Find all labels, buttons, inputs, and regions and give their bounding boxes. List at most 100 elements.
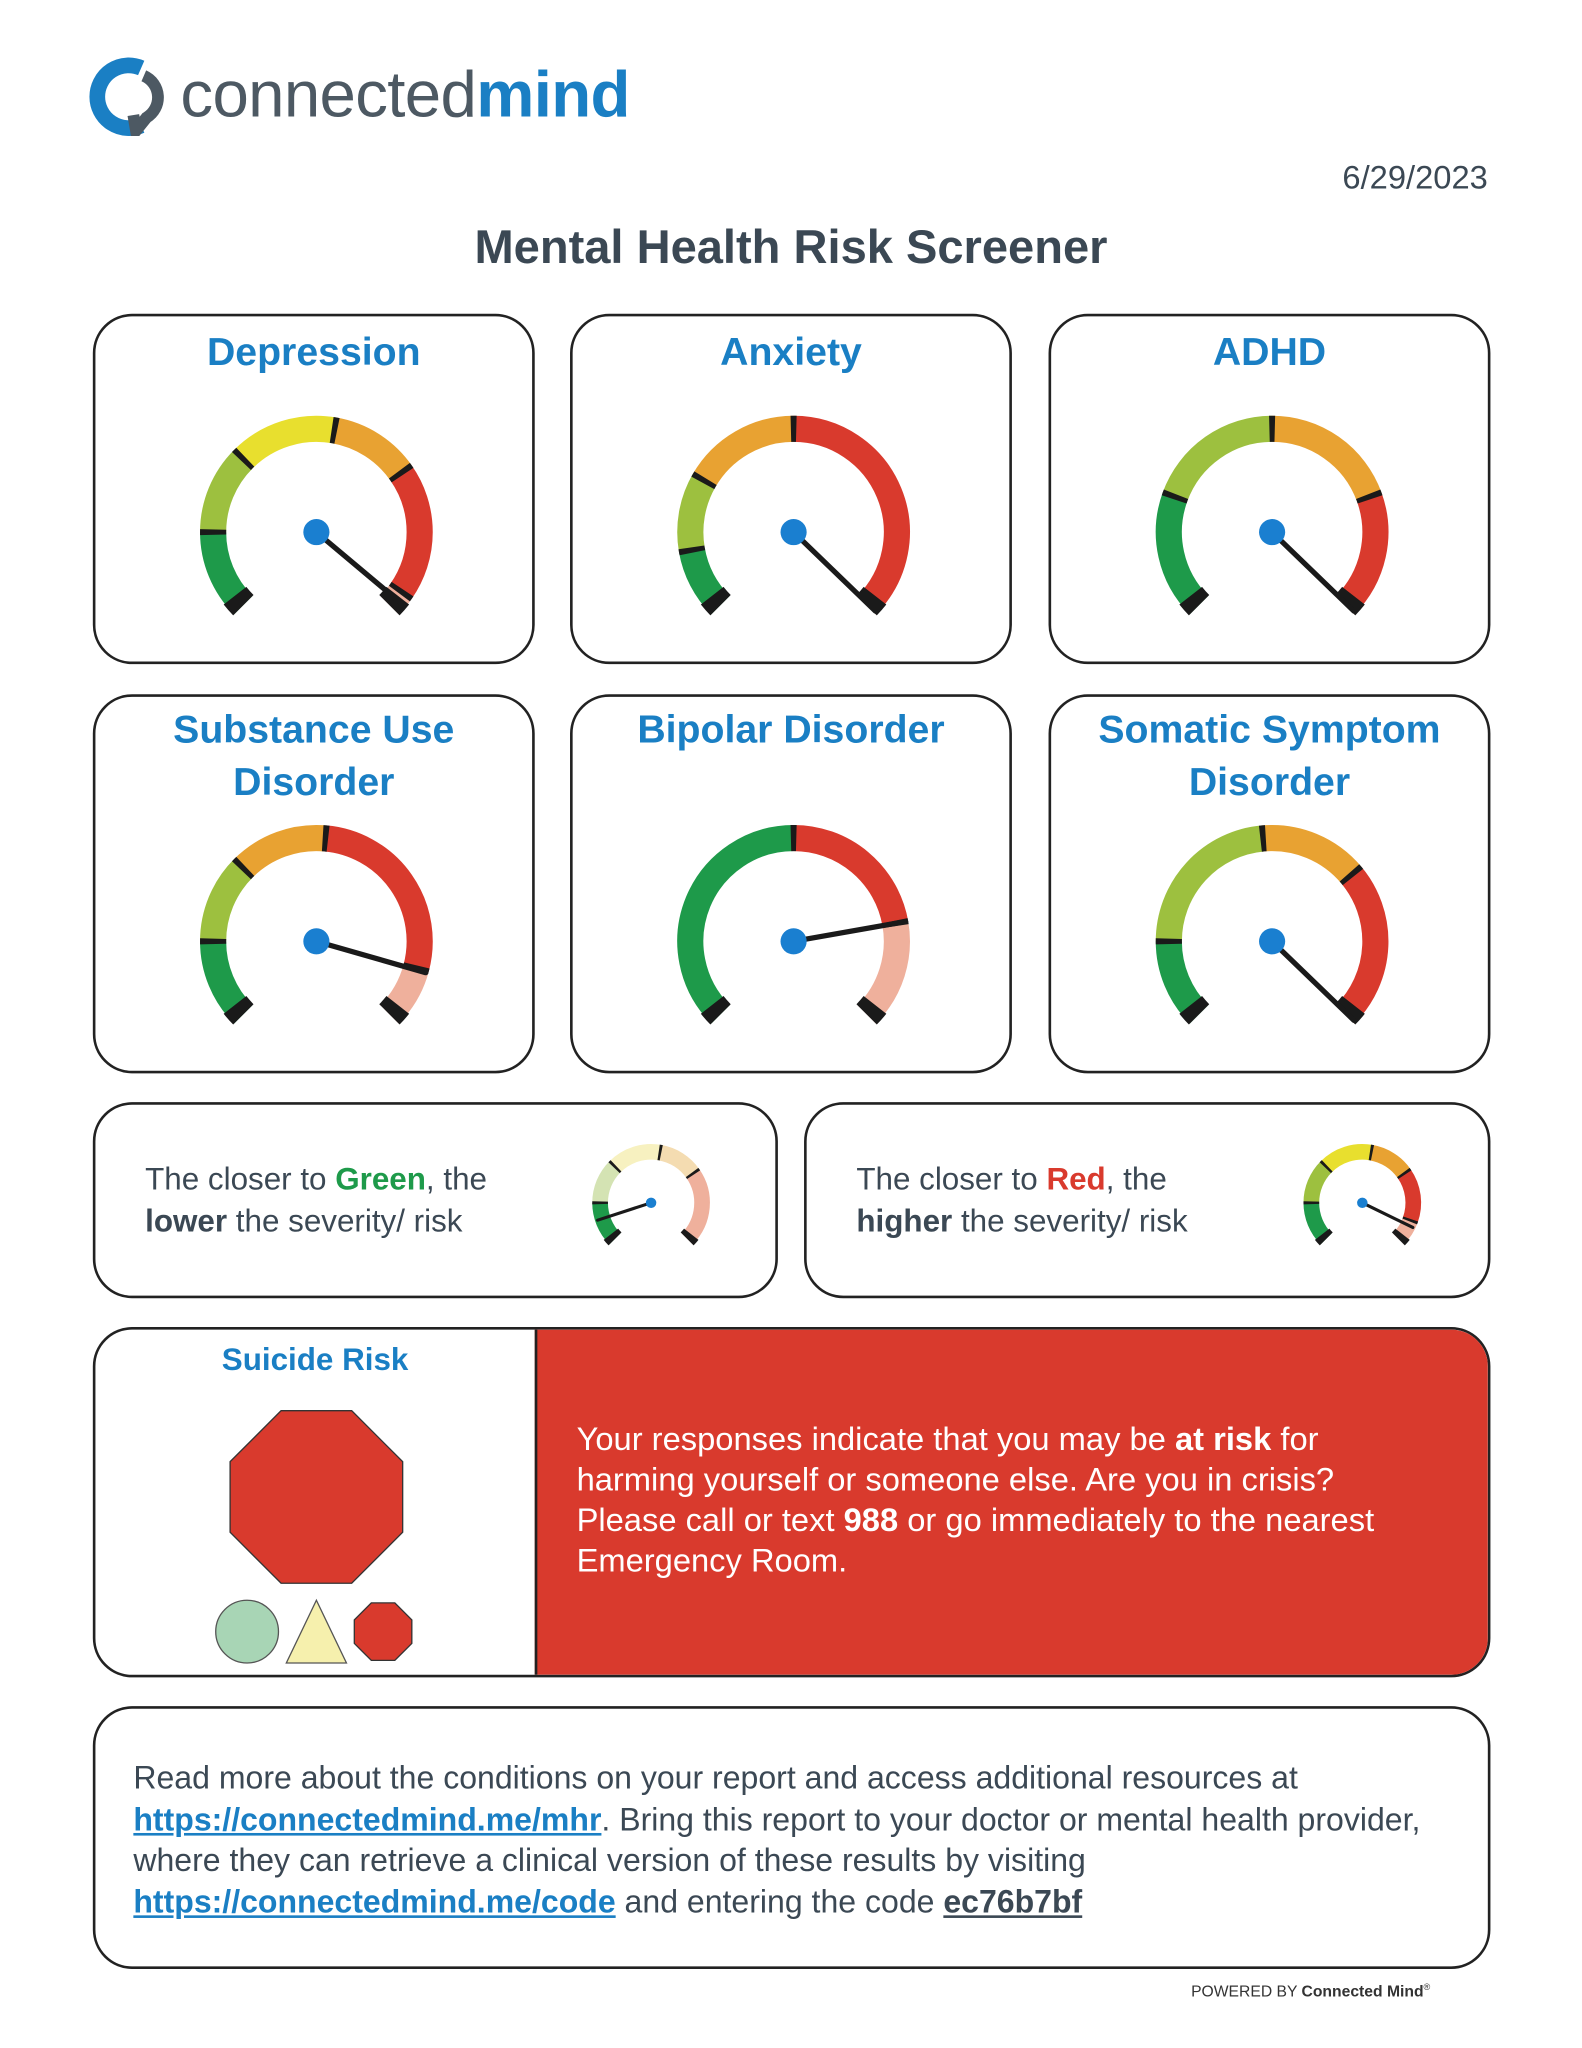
gauge-tick	[685, 1167, 701, 1180]
gauge-segment	[200, 449, 253, 533]
text: , the	[1105, 1162, 1167, 1198]
gauge-hub	[645, 1197, 657, 1209]
gauge-segment	[857, 921, 910, 1024]
gauge	[1155, 415, 1389, 616]
gauge-title: ADHD	[1212, 330, 1327, 374]
gauge-cap	[680, 1228, 699, 1246]
logo-light: connected	[180, 57, 477, 131]
text: the severity/ risk	[952, 1204, 1188, 1240]
text: Read more about the conditions on your r…	[133, 1761, 1298, 1797]
gauge-segment	[1320, 1144, 1373, 1173]
bold: at risk	[1174, 1421, 1272, 1458]
legend-gauge	[1303, 1144, 1422, 1246]
logo-arrow	[127, 70, 164, 136]
gauge-cap	[223, 995, 254, 1025]
text: and entering the code	[615, 1884, 944, 1920]
gauge-card: Somatic Symptom Disorder	[1048, 694, 1491, 1074]
gauge-hub	[1259, 519, 1286, 546]
gauge-segment	[1155, 825, 1265, 942]
gauge-segment	[1397, 1169, 1422, 1223]
logo-text: connectedmind	[180, 55, 630, 133]
alert-panel: Your responses indicate that you may be …	[534, 1329, 1488, 1675]
gauge-cap	[379, 995, 410, 1025]
gauge-needle	[1360, 1201, 1415, 1230]
gauge-hub	[1357, 1197, 1368, 1209]
gauge-tick	[231, 856, 255, 880]
text: for harming yourself or someone else. Ar…	[576, 1421, 1335, 1539]
gauge-cap	[223, 586, 254, 616]
gauge-title: Somatic Symptom Disorder	[1098, 708, 1441, 805]
powered-by: POWERED BY Connected Mind®	[1191, 1982, 1430, 2000]
gauge-segment	[793, 415, 910, 615]
gauge-cap	[1179, 995, 1210, 1025]
gauge-hub	[780, 928, 807, 955]
gauge-segment	[658, 1144, 700, 1179]
gauge-segment	[390, 465, 433, 599]
gauge-tick	[231, 447, 255, 471]
gauge-segment	[1261, 824, 1362, 884]
footer-card: Read more about the conditions on your r…	[92, 1706, 1491, 1969]
gauge-tick	[1402, 1216, 1419, 1225]
gauge	[200, 415, 433, 616]
link[interactable]: https://connectedmind.me/mhr	[133, 1802, 602, 1838]
gauge-segment	[234, 824, 327, 878]
gauge-tick	[1161, 489, 1189, 504]
gauge-segment	[677, 473, 716, 553]
color-word: Red	[1046, 1162, 1106, 1198]
gauge-segment	[793, 824, 909, 927]
date: 6/29/2023	[1342, 159, 1488, 197]
text: . Bring this report to your doctor or me…	[133, 1802, 1421, 1879]
gauge-tick	[1356, 489, 1383, 504]
gauge-segment	[331, 417, 412, 481]
gauge-cap	[700, 586, 731, 616]
yellow-triangle	[285, 1598, 348, 1664]
gauge-segment	[1369, 1144, 1411, 1179]
gauge-needle	[790, 529, 879, 614]
legend-card: The closer to Green, the lower the sever…	[92, 1102, 778, 1299]
gauge-title: Bipolar Disorder	[637, 708, 945, 752]
text: Your responses indicate that you may be	[576, 1421, 1175, 1458]
gauge-tick	[388, 462, 414, 483]
color-word: Green	[335, 1162, 426, 1198]
legend-card: The closer to Red, the higher the severi…	[804, 1102, 1491, 1299]
gauge-tick	[1319, 1160, 1333, 1174]
gauge-title: Anxiety	[720, 330, 862, 374]
gauge	[677, 415, 910, 616]
link[interactable]: https://connectedmind.me/code	[133, 1884, 616, 1920]
green-circle	[215, 1599, 280, 1664]
bold: 988	[843, 1502, 899, 1539]
gauge-segment	[1335, 492, 1389, 615]
level-word: lower	[145, 1204, 228, 1240]
brand: Connected Mind	[1301, 1982, 1424, 2001]
gauge-cap	[856, 995, 887, 1025]
gauge-card: Bipolar Disorder	[570, 694, 1012, 1074]
gauge-card: Depression	[92, 313, 535, 665]
gauge-segment	[323, 825, 433, 972]
gauge-tick	[608, 1160, 622, 1174]
gauge-tick	[678, 545, 706, 556]
gauge-segment	[234, 415, 337, 469]
alert-text: Your responses indicate that you may be …	[577, 1420, 1427, 1582]
gauge-card: ADHD	[1048, 313, 1491, 665]
gauge-hub	[1259, 928, 1286, 955]
mark: ®	[1423, 1983, 1431, 1993]
gauge-segment	[1155, 492, 1209, 615]
gauge	[677, 824, 910, 1025]
code: ec76b7bf	[943, 1884, 1083, 1920]
gauge-segment	[677, 824, 794, 1024]
logo-icon	[89, 57, 164, 136]
gauge-tick	[329, 417, 340, 444]
suicide-title: Suicide Risk	[221, 1342, 409, 1378]
text: the severity/ risk	[227, 1204, 463, 1240]
footer-text: Read more about the conditions on your r…	[133, 1758, 1427, 1923]
gauge-segment	[1303, 1161, 1333, 1204]
gauge-segment	[200, 859, 253, 942]
gauge-tick	[1396, 1167, 1412, 1180]
gauge-cap	[603, 1228, 622, 1246]
gauge-hub	[303, 519, 330, 546]
gauge	[200, 824, 433, 1025]
gauge-segment	[692, 415, 795, 488]
logo-arc	[89, 57, 145, 136]
